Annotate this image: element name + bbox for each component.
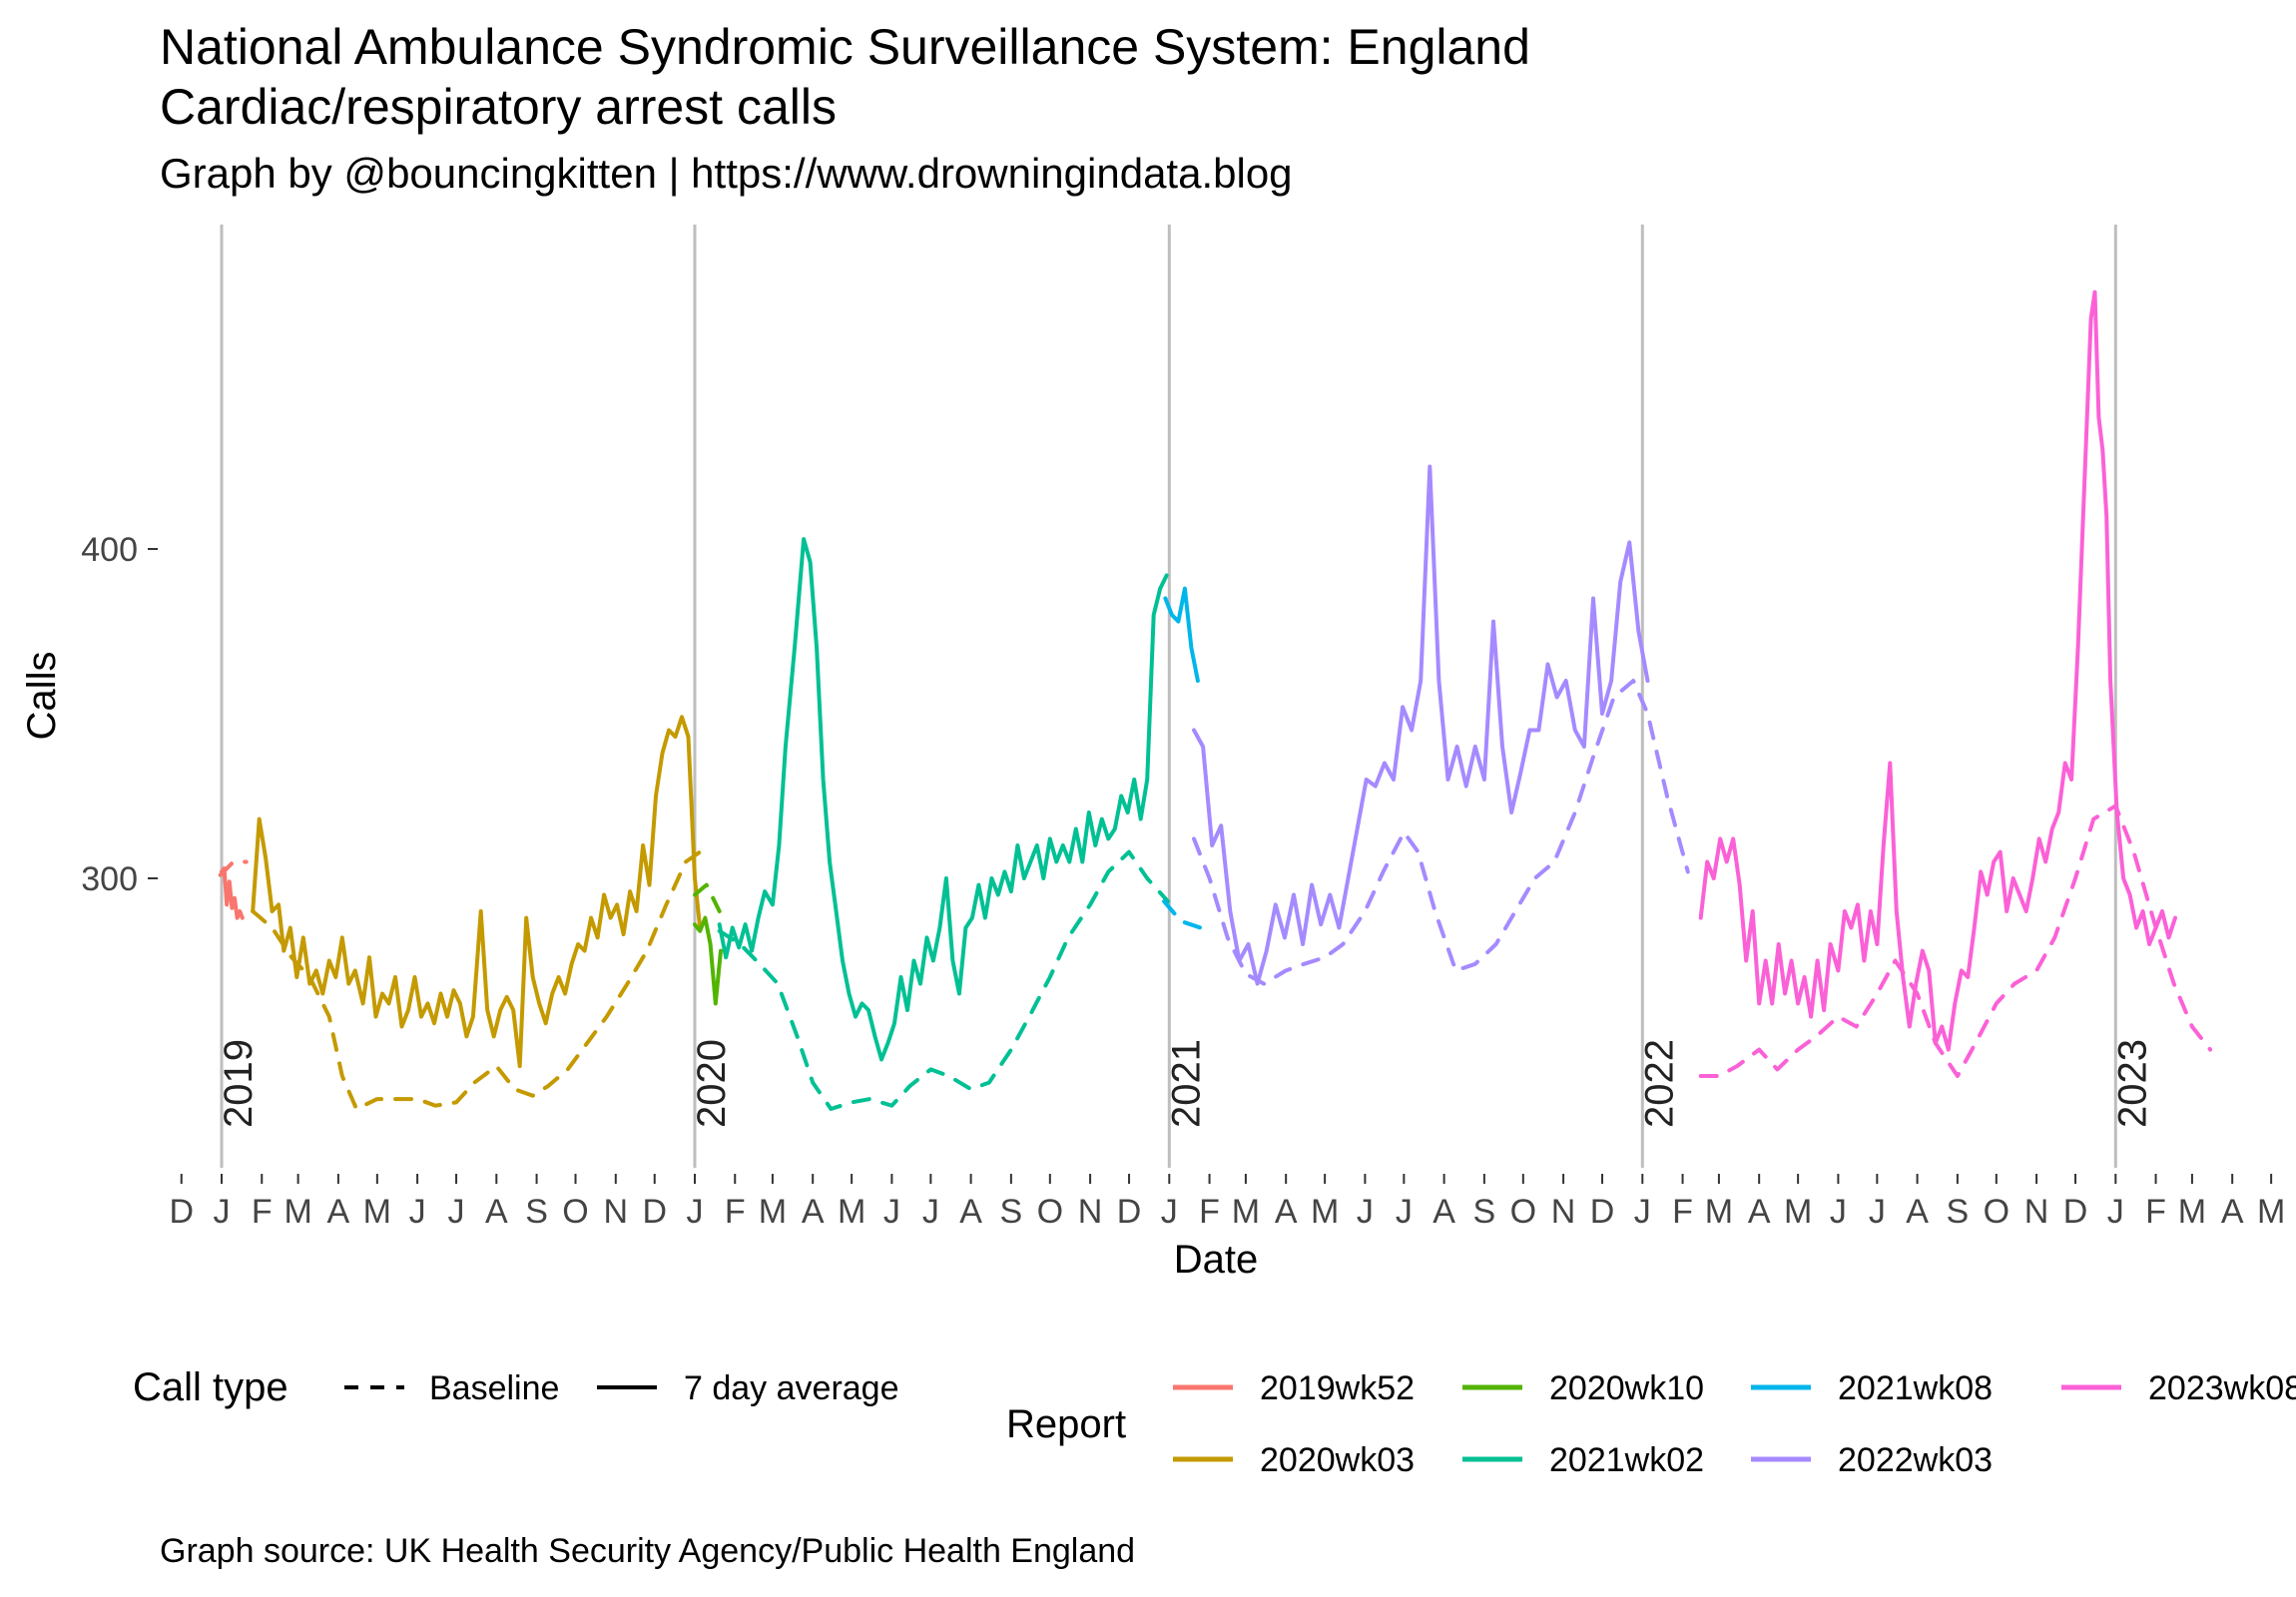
x-tick-label: S — [1000, 1193, 1023, 1231]
legend-label-2021wk08: 2021wk08 — [1838, 1369, 1993, 1407]
y-axis-title: Calls — [20, 652, 64, 741]
x-tick-label: J — [2107, 1193, 2124, 1231]
x-tick-label: J — [1634, 1193, 1651, 1231]
x-tick-label: M — [838, 1193, 865, 1231]
x-tick-label: M — [363, 1193, 391, 1231]
x-tick-label: A — [485, 1193, 508, 1231]
legend-label-2023wk08: 2023wk08 — [2148, 1369, 2296, 1407]
x-tick-label: M — [284, 1193, 311, 1231]
series-line-2023wk08-7day-average — [1698, 289, 2177, 1052]
x-tick-label: D — [1117, 1193, 1142, 1231]
x-tick-label: A — [1433, 1193, 1455, 1231]
year-label-2021: 2021 — [1164, 1039, 1208, 1128]
x-tick-label: M — [1311, 1193, 1339, 1231]
x-tick-label: J — [1396, 1193, 1413, 1231]
legend-label-7day-average: 7 day average — [684, 1369, 899, 1407]
x-tick-label: A — [1275, 1193, 1298, 1231]
series-line-2021wk02-baseline — [717, 849, 1170, 1111]
x-tick-label: J — [1357, 1193, 1374, 1231]
x-tick-label: J — [214, 1193, 231, 1231]
series-line-2022wk03-7day-average — [1192, 464, 1650, 986]
x-tick-label: J — [687, 1193, 704, 1231]
series-line-2021wk02-7day-average — [717, 537, 1169, 1062]
x-tick-label: N — [2024, 1193, 2049, 1231]
chart-caption: Graph source: UK Health Security Agency/… — [160, 1532, 1136, 1570]
x-tick-label: J — [1869, 1193, 1886, 1231]
legend-label-2020wk03: 2020wk03 — [1260, 1441, 1415, 1479]
legend-label-2019wk52: 2019wk52 — [1260, 1369, 1415, 1407]
legend-report-title: Report — [1006, 1402, 1126, 1446]
x-tick-label: O — [1037, 1193, 1063, 1231]
legend-label-2022wk03: 2022wk03 — [1838, 1441, 1993, 1479]
x-tick-label: M — [1232, 1193, 1260, 1231]
y-tick-label-300: 300 — [81, 860, 138, 898]
year-label-2020: 2020 — [690, 1039, 734, 1128]
x-tick-label: J — [922, 1193, 939, 1231]
x-tick-label: S — [1947, 1193, 1970, 1231]
x-tick-label: D — [2063, 1193, 2088, 1231]
x-tick-label: S — [525, 1193, 548, 1231]
year-label-2022: 2022 — [1637, 1039, 1681, 1128]
x-tick-label: D — [1590, 1193, 1615, 1231]
x-tick-label: D — [169, 1193, 194, 1231]
legend-label-2021wk02: 2021wk02 — [1549, 1441, 1704, 1479]
chart-subtitle: Graph by @bouncingkitten | https://www.d… — [160, 150, 1293, 197]
x-tick-label: N — [1551, 1193, 1576, 1231]
series-line-2021wk08-7day-average — [1163, 586, 1200, 683]
x-tick-label: A — [959, 1193, 982, 1231]
x-tick-label: D — [642, 1193, 667, 1231]
x-tick-label: F — [2145, 1193, 2166, 1231]
legend-calltype-title: Call type — [133, 1365, 288, 1409]
series-line-2021wk08-baseline — [1162, 899, 1203, 930]
chart-title-line-1: National Ambulance Syndromic Surveillanc… — [160, 19, 1530, 75]
x-tick-label: M — [1784, 1193, 1812, 1231]
series-line-2019wk52-7day-average — [220, 866, 245, 920]
x-tick-label: A — [1906, 1193, 1929, 1231]
x-tick-label: O — [1984, 1193, 2009, 1231]
x-tick-label: J — [409, 1193, 426, 1231]
year-label-2023: 2023 — [2110, 1039, 2154, 1128]
x-tick-label: O — [562, 1193, 588, 1231]
x-tick-label: S — [1473, 1193, 1496, 1231]
x-tick-label: A — [1748, 1193, 1771, 1231]
legend-label-2020wk10: 2020wk10 — [1549, 1369, 1704, 1407]
x-tick-label: F — [1672, 1193, 1693, 1231]
x-tick-label: A — [327, 1193, 350, 1231]
x-tick-label: M — [2178, 1193, 2206, 1231]
series-line-2020wk03-baseline — [251, 849, 703, 1111]
series-line-2019wk52-baseline — [218, 859, 249, 877]
series-line-2022wk03-baseline — [1192, 679, 1690, 986]
x-tick-label: N — [1078, 1193, 1103, 1231]
x-tick-label: M — [2257, 1193, 2285, 1231]
series-line-2020wk10-7day-average — [693, 915, 723, 1006]
year-label-2019: 2019 — [217, 1039, 261, 1128]
y-tick-label-400: 400 — [81, 531, 138, 569]
x-tick-label: M — [1705, 1193, 1733, 1231]
chart-title-line-2: Cardiac/respiratory arrest calls — [160, 79, 837, 135]
x-tick-label: F — [252, 1193, 273, 1231]
x-tick-label: J — [1830, 1193, 1847, 1231]
x-tick-label: A — [2221, 1193, 2244, 1231]
x-tick-label: F — [725, 1193, 746, 1231]
series-line-2023wk08-baseline — [1698, 803, 2213, 1078]
x-axis-title: Date — [1174, 1238, 1259, 1282]
x-tick-label: J — [448, 1193, 465, 1231]
x-tick-label: J — [1161, 1193, 1178, 1231]
x-tick-label: F — [1199, 1193, 1220, 1231]
x-tick-label: O — [1510, 1193, 1536, 1231]
series-line-2020wk10-baseline — [693, 882, 722, 913]
x-tick-label: M — [759, 1193, 787, 1231]
x-tick-label: J — [883, 1193, 900, 1231]
series-line-2020wk03-7day-average — [251, 715, 703, 1069]
legend-label-baseline: Baseline — [429, 1369, 559, 1407]
x-tick-label: N — [604, 1193, 629, 1231]
x-tick-label: A — [802, 1193, 825, 1231]
